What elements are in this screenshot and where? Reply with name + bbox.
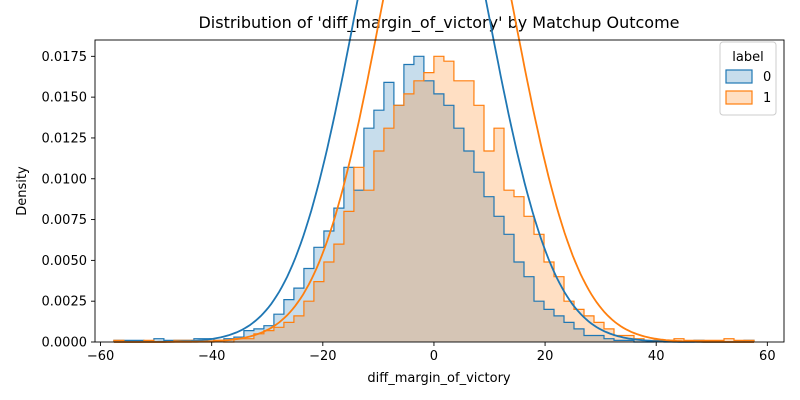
- legend-label-1: 1: [763, 91, 771, 106]
- legend: label 0 1: [719, 41, 777, 116]
- x-tick-label: −40: [198, 349, 225, 364]
- y-tick-label: 0.0000: [42, 336, 88, 351]
- x-tick-label: 60: [759, 349, 776, 364]
- legend-title: label: [732, 50, 763, 65]
- chart-title: Distribution of 'diff_margin_of_victory'…: [198, 13, 679, 33]
- y-tick-label: 0.0025: [42, 295, 88, 310]
- legend-label-0: 0: [763, 70, 771, 85]
- x-tick-label: 20: [537, 349, 554, 364]
- x-tick-label: −20: [309, 349, 336, 364]
- axes-frame: [94, 39, 785, 343]
- y-axis-label: Density: [15, 166, 30, 216]
- kde-curve-series-1: [113, 0, 754, 343]
- legend-swatch-1: [725, 90, 753, 105]
- x-tick-label: 40: [648, 349, 665, 364]
- histogram-fill-series-1: [113, 56, 754, 343]
- y-tick-label: 0.0100: [42, 172, 88, 187]
- y-tick-label: 0.0125: [42, 131, 88, 146]
- y-tick-label: 0.0150: [42, 91, 88, 106]
- y-tick-label: 0.0050: [42, 254, 88, 269]
- y-tick-label: 0.0175: [42, 50, 88, 65]
- plot-area: −60 −40 −20 0 20 40 60 0.0000 0.0025 0.0050 0.0075…: [42, 0, 785, 364]
- x-tick-label: 0: [430, 349, 438, 364]
- x-axis-label: diff_margin_of_victory: [367, 371, 511, 386]
- legend-swatch-0: [725, 69, 753, 84]
- histogram-fill-series-0: [113, 56, 754, 343]
- kde-curve-series-0: [113, 0, 754, 343]
- y-tick-label: 0.0075: [42, 213, 88, 228]
- x-tick-label: −60: [87, 349, 114, 364]
- legend-frame: [719, 41, 777, 116]
